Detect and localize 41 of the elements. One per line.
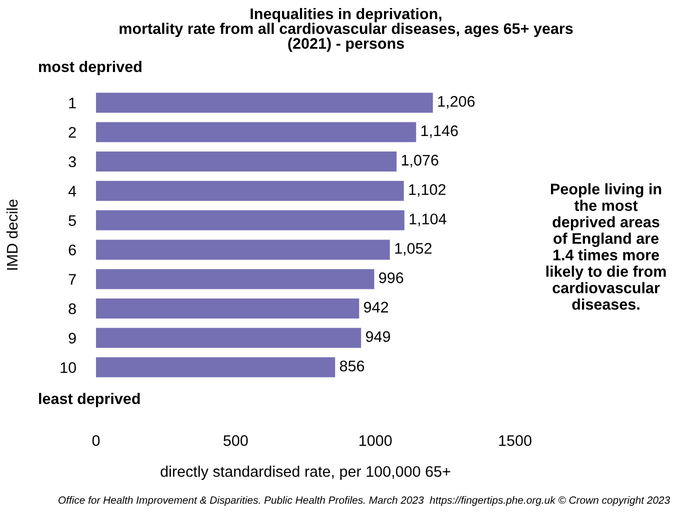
data-label: 1,076 (402, 154, 438, 168)
text: most deprived (39, 60, 142, 76)
text: least deprived (39, 392, 140, 408)
bar (96, 122, 416, 142)
y-tick-label: 10 (60, 362, 76, 373)
bar (96, 210, 404, 230)
data-label: 996 (379, 272, 404, 284)
y-tick-label: 7 (68, 274, 76, 285)
x-tick-label: 1000 (360, 435, 392, 446)
bar (96, 298, 360, 318)
x-axis-title: directly standardised rate, per 100,000 65+ (160, 466, 450, 480)
y-tick-label: 5 (68, 215, 76, 226)
x-tick-label: 0 (92, 435, 100, 446)
bar (96, 240, 390, 260)
data-label: 1,146 (421, 125, 458, 138)
data-label: 856 (340, 360, 364, 372)
bar (96, 328, 362, 348)
bar (96, 180, 404, 201)
bar (96, 269, 374, 290)
text: Office for Health Improvement & Disparities. Public Health Profiles. March 2023 https://fingertips.phe.org.uk © Crown copyright 2023 (58, 496, 670, 506)
y-tick-label: 1 (69, 98, 76, 108)
text: People living in the most deprived areas of England are 1.4 times more likely to die from cardiovascular diseases. (546, 183, 666, 310)
data-label: 1,052 (395, 242, 432, 256)
data-label: 949 (366, 331, 390, 342)
chart-title: Inequalities in deprivation, mortality rate from all cardiovascular diseases, ages 65+ years (2021) - persons (120, 8, 573, 52)
data-label: 942 (364, 302, 388, 313)
y-tick-label: 2 (68, 126, 76, 138)
data-label: 1,206 (438, 96, 475, 109)
y-tick-label: 3 (68, 156, 76, 168)
bar (96, 357, 336, 378)
y-axis-title: IMD decile (6, 200, 18, 270)
x-tick-label: 500 (224, 435, 248, 446)
y-tick-label: 8 (68, 303, 76, 314)
y-tick-label: 4 (68, 186, 76, 196)
data-label: 1,104 (410, 214, 446, 226)
x-tick-label: 1500 (499, 435, 532, 446)
y-tick-label: 6 (68, 244, 76, 256)
bar (96, 92, 433, 113)
data-label: 1,102 (409, 184, 446, 197)
bar (96, 152, 397, 172)
y-tick-label: 9 (68, 332, 76, 344)
